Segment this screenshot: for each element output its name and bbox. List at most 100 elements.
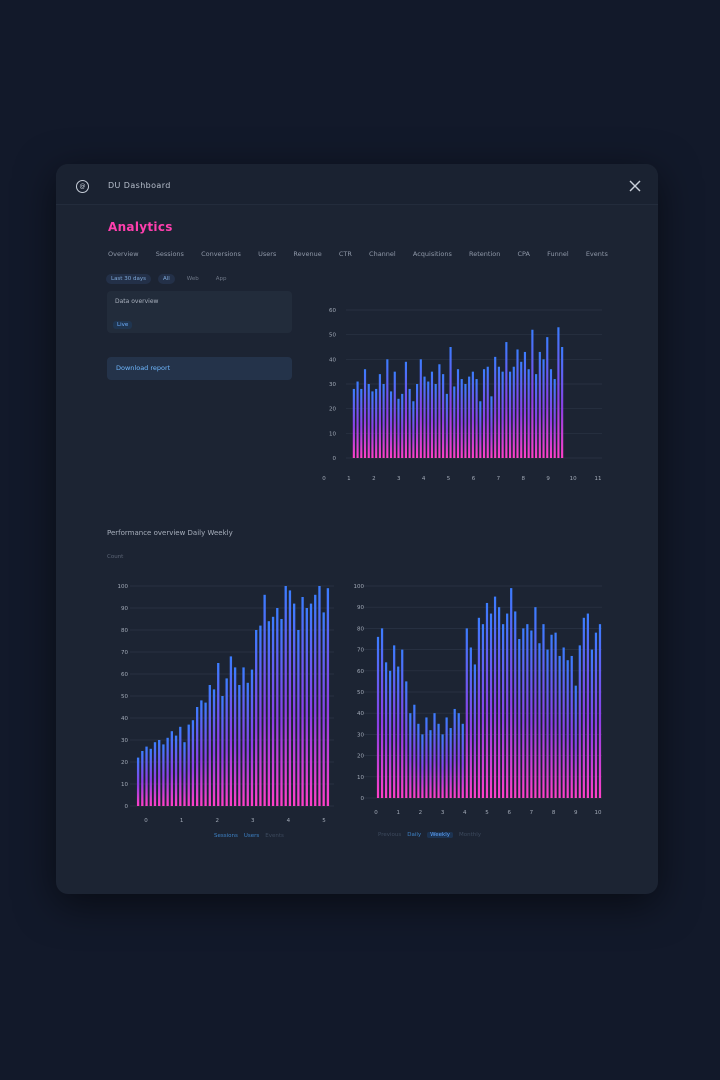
bar[interactable] — [371, 391, 374, 458]
bar[interactable] — [594, 632, 598, 798]
bar[interactable] — [542, 359, 545, 458]
bar[interactable] — [510, 588, 513, 798]
bar[interactable] — [590, 649, 594, 798]
bar[interactable] — [356, 381, 359, 458]
bar[interactable] — [523, 351, 527, 458]
bar[interactable] — [141, 751, 144, 806]
bar[interactable] — [318, 586, 321, 806]
bar[interactable] — [425, 717, 428, 798]
bar[interactable] — [477, 617, 481, 798]
legend-item-daily[interactable]: Daily — [407, 832, 422, 838]
bar[interactable] — [297, 630, 300, 806]
tab-users[interactable]: Users — [258, 250, 277, 258]
bar[interactable] — [259, 625, 262, 806]
tab-acquisitions[interactable]: Acquisitions — [412, 250, 452, 258]
bar[interactable] — [445, 717, 448, 798]
bar[interactable] — [212, 689, 216, 806]
bar[interactable] — [322, 612, 325, 806]
bar[interactable] — [453, 386, 456, 458]
bar[interactable] — [518, 639, 521, 798]
bar[interactable] — [465, 628, 468, 798]
bar[interactable] — [514, 611, 517, 798]
filter-chip-web[interactable]: Web — [186, 276, 199, 282]
bar[interactable] — [301, 597, 304, 806]
bar[interactable] — [438, 364, 441, 458]
bar[interactable] — [530, 630, 533, 798]
bar[interactable] — [557, 327, 560, 458]
bar[interactable] — [526, 624, 529, 798]
bar[interactable] — [397, 666, 400, 798]
bar[interactable] — [386, 359, 389, 458]
bar[interactable] — [145, 746, 148, 806]
bar[interactable] — [384, 662, 388, 798]
tab-events[interactable]: Events — [585, 250, 608, 258]
bar[interactable] — [429, 730, 432, 798]
bar[interactable] — [170, 731, 174, 806]
tab-cpa[interactable]: CPA — [517, 250, 530, 258]
bar[interactable] — [423, 376, 426, 458]
download-report-button[interactable]: Download report — [107, 357, 292, 380]
bar[interactable] — [489, 613, 493, 798]
bar[interactable] — [542, 624, 545, 798]
bar[interactable] — [457, 713, 460, 798]
bar[interactable] — [512, 366, 515, 458]
bar[interactable] — [562, 647, 565, 798]
bar[interactable] — [417, 723, 420, 798]
close-button[interactable] — [628, 178, 642, 192]
tab-overview[interactable]: Overview — [108, 250, 139, 258]
bar[interactable] — [393, 645, 396, 798]
bar[interactable] — [558, 655, 561, 798]
tab-ctr[interactable]: CTR — [338, 250, 352, 258]
bar[interactable] — [516, 349, 519, 458]
bar[interactable] — [280, 619, 283, 806]
bar[interactable] — [401, 649, 404, 798]
bar[interactable] — [453, 708, 456, 798]
bar[interactable] — [255, 630, 258, 806]
bar[interactable] — [486, 366, 489, 458]
bar[interactable] — [493, 596, 497, 798]
bar[interactable] — [538, 643, 541, 798]
bar[interactable] — [598, 624, 602, 798]
bar[interactable] — [550, 634, 553, 798]
bar[interactable] — [292, 603, 296, 806]
legend-item-weekly[interactable]: Weekly — [427, 832, 454, 838]
bar[interactable] — [578, 645, 581, 798]
bar[interactable] — [456, 369, 460, 458]
bar[interactable] — [549, 369, 553, 458]
bar[interactable] — [242, 667, 245, 806]
bar[interactable] — [200, 700, 203, 806]
bar[interactable] — [449, 728, 452, 798]
bar[interactable] — [464, 384, 467, 458]
tab-retention[interactable]: Retention — [469, 250, 501, 258]
tab-conversions[interactable]: Conversions — [201, 250, 241, 258]
bar[interactable] — [305, 608, 308, 806]
bar[interactable] — [437, 723, 440, 798]
bar[interactable] — [221, 696, 224, 806]
bar[interactable] — [174, 735, 178, 806]
bar[interactable] — [380, 628, 384, 798]
bar[interactable] — [427, 381, 430, 458]
bar[interactable] — [162, 744, 165, 806]
bar[interactable] — [505, 342, 508, 458]
bar[interactable] — [475, 379, 478, 458]
bar[interactable] — [479, 401, 482, 458]
bar[interactable] — [195, 707, 199, 806]
bar[interactable] — [445, 393, 448, 458]
bar[interactable] — [502, 624, 505, 798]
bar[interactable] — [413, 704, 416, 798]
bar[interactable] — [187, 724, 190, 806]
bar[interactable] — [442, 374, 445, 458]
bar[interactable] — [421, 734, 424, 798]
bar[interactable] — [566, 660, 569, 798]
bar[interactable] — [538, 351, 541, 458]
bar[interactable] — [582, 617, 585, 798]
bar[interactable] — [246, 682, 249, 806]
bar[interactable] — [412, 401, 415, 458]
bar[interactable] — [497, 607, 501, 798]
bar[interactable] — [360, 388, 363, 458]
bar[interactable] — [527, 369, 530, 458]
bar[interactable] — [166, 737, 169, 806]
bar[interactable] — [309, 603, 313, 806]
bar[interactable] — [430, 371, 434, 458]
bar[interactable] — [522, 628, 525, 798]
